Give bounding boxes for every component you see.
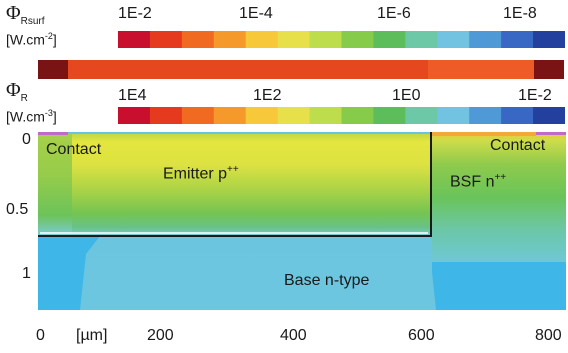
phi-r-symbol: ΦR [6,79,28,104]
surface-tick-3: 1E-6 [377,5,411,22]
colorbar-swatch [309,107,343,124]
colorbar-swatch [277,107,311,124]
colorbar-swatch [533,107,565,124]
contact-right-label: Contact [490,137,546,154]
x-tick-800: 800 [535,327,562,344]
volume-tick-2: 1E2 [253,87,282,104]
colorbar-swatch [373,31,406,48]
colorbar-swatch [245,31,279,48]
colorbar-swatch [181,31,215,48]
colorbar-swatch [469,107,502,124]
colorbar-swatch [341,107,375,124]
colorbar-swatch [469,31,502,48]
colorbar-swatch [213,107,247,124]
colorbar-swatch [181,107,215,124]
colorbar-swatch [437,107,470,124]
y-tick-0: 0 [22,131,31,148]
surface-tick-4: 1E-8 [503,5,537,22]
colorbar-swatch [118,31,151,48]
contact-left-label: Contact [46,141,102,158]
volume-unit-label: [W.cm-3] [6,108,57,125]
colorbar-swatch [501,107,534,124]
colorbar-swatch [405,107,438,124]
phi-rsurf-symbol: ΦRsurf [6,2,45,27]
emitter-label: Emitter p++ [163,164,239,183]
colorbar-swatch [213,31,247,48]
x-tick-600: 600 [408,327,435,344]
colorbar-swatch [341,31,375,48]
colorbar-swatch [373,107,406,124]
volume-tick-1: 1E4 [118,87,147,104]
x-axis-unit: [µm] [76,327,108,344]
surface-colorbar [118,31,565,48]
y-tick-1: 1 [22,265,31,282]
base-label: Base n-type [284,272,370,289]
bsf-label: BSF n++ [450,172,507,191]
colorbar-swatch [245,107,279,124]
volume-tick-3: 1E0 [392,87,421,104]
surface-recombination-strip [38,60,564,79]
colorbar-swatch [437,31,470,48]
colorbar-swatch [277,31,311,48]
x-tick-200: 200 [147,327,174,344]
colorbar-swatch [118,107,151,124]
colorbar-swatch [405,31,438,48]
x-tick-400: 400 [280,327,307,344]
colorbar-swatch [149,31,183,48]
colorbar-swatch [533,31,565,48]
device-cross-section [38,132,566,310]
colorbar-swatch [149,107,183,124]
x-tick-0: 0 [36,327,45,344]
surface-tick-1: 1E-2 [118,5,152,22]
colorbar-swatch [501,31,534,48]
surface-unit-label: [W.cm-2] [6,31,57,48]
volume-tick-4: 1E-2 [518,87,552,104]
volume-colorbar [118,107,565,124]
y-tick-0.5: 0.5 [6,201,29,218]
surface-tick-2: 1E-4 [239,5,273,22]
colorbar-swatch [309,31,343,48]
